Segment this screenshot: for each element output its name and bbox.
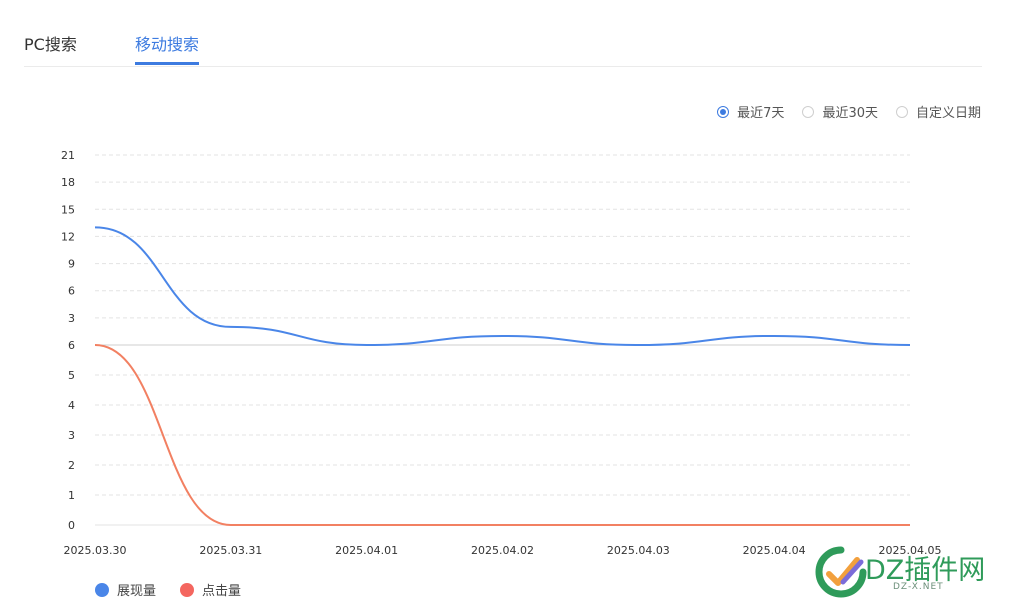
search-type-tabs: PC搜索 移动搜索 (24, 0, 982, 67)
watermark: DZ插件网 DZ-X.NET (813, 544, 1009, 600)
date-range-selector: 最近7天 最近30天 自定义日期 (699, 102, 981, 121)
y-tick-label: 1 (68, 489, 75, 502)
x-tick-label: 2025.04.01 (335, 544, 398, 557)
x-tick-label: 2025.03.31 (199, 544, 262, 557)
range-last-30-days[interactable]: 最近30天 (802, 102, 878, 121)
x-tick-label: 2025.04.03 (607, 544, 670, 557)
legend-label-clicks: 点击量 (202, 584, 242, 599)
y-tick-label: 18 (61, 176, 75, 189)
x-axis-labels: 2025.03.30 2025.03.31 2025.04.01 2025.04.02… (64, 544, 942, 557)
x-tick-label: 2025.04.02 (471, 544, 534, 557)
active-tab-indicator (135, 62, 199, 65)
y-tick-label: 12 (61, 230, 75, 243)
range-last-7-days[interactable]: 最近7天 (717, 102, 784, 121)
range-last-7-days-label: 最近7天 (737, 106, 785, 121)
radio-custom-date[interactable] (895, 105, 908, 118)
watermark-subtext: DZ-X.NET (893, 582, 944, 592)
y-tick-label: 9 (68, 258, 75, 271)
watermark-logo-icon (815, 546, 867, 598)
legend-item-impressions[interactable]: 展现量 (95, 580, 156, 599)
y-tick-label: 21 (61, 149, 75, 162)
radio-last-30-days[interactable] (802, 105, 815, 118)
x-tick-label: 2025.04.04 (743, 544, 806, 557)
legend-dot-clicks (180, 582, 195, 597)
y-tick-label: 4 (68, 399, 75, 412)
legend-item-clicks[interactable]: 点击量 (180, 580, 241, 599)
y-tick-label: 3 (68, 312, 75, 325)
y-tick-label: 5 (68, 369, 75, 382)
range-last-30-days-label: 最近30天 (822, 106, 878, 121)
y-tick-label: 0 (68, 519, 75, 532)
range-custom-date[interactable]: 自定义日期 (895, 102, 981, 121)
watermark-text: DZ插件网 (865, 555, 986, 586)
tab-mobile-search[interactable]: 移动搜索 (135, 35, 200, 54)
chart-legend: 展现量 点击量 (95, 580, 265, 599)
radio-last-7-days[interactable] (717, 105, 730, 118)
x-tick-label: 2025.03.30 (64, 544, 127, 557)
y-tick-label: 6 (68, 285, 75, 298)
x-tick-label: 2025.04.05 (879, 544, 942, 557)
tab-pc-search[interactable]: PC搜索 (24, 35, 77, 54)
y-tick-label: 3 (68, 429, 75, 442)
y-tick-label: 15 (61, 203, 75, 216)
chart-series (94, 226, 911, 527)
series-line-clicks (94, 344, 910, 527)
range-custom-date-label: 自定义日期 (915, 106, 981, 121)
legend-dot-impressions (95, 582, 109, 597)
legend-label-impressions: 展现量 (117, 584, 157, 599)
y-tick-label: 2 (68, 459, 75, 472)
chart-grid (95, 154, 910, 526)
y-tick-label: 6 (68, 339, 75, 352)
series-line-impressions (94, 226, 911, 347)
